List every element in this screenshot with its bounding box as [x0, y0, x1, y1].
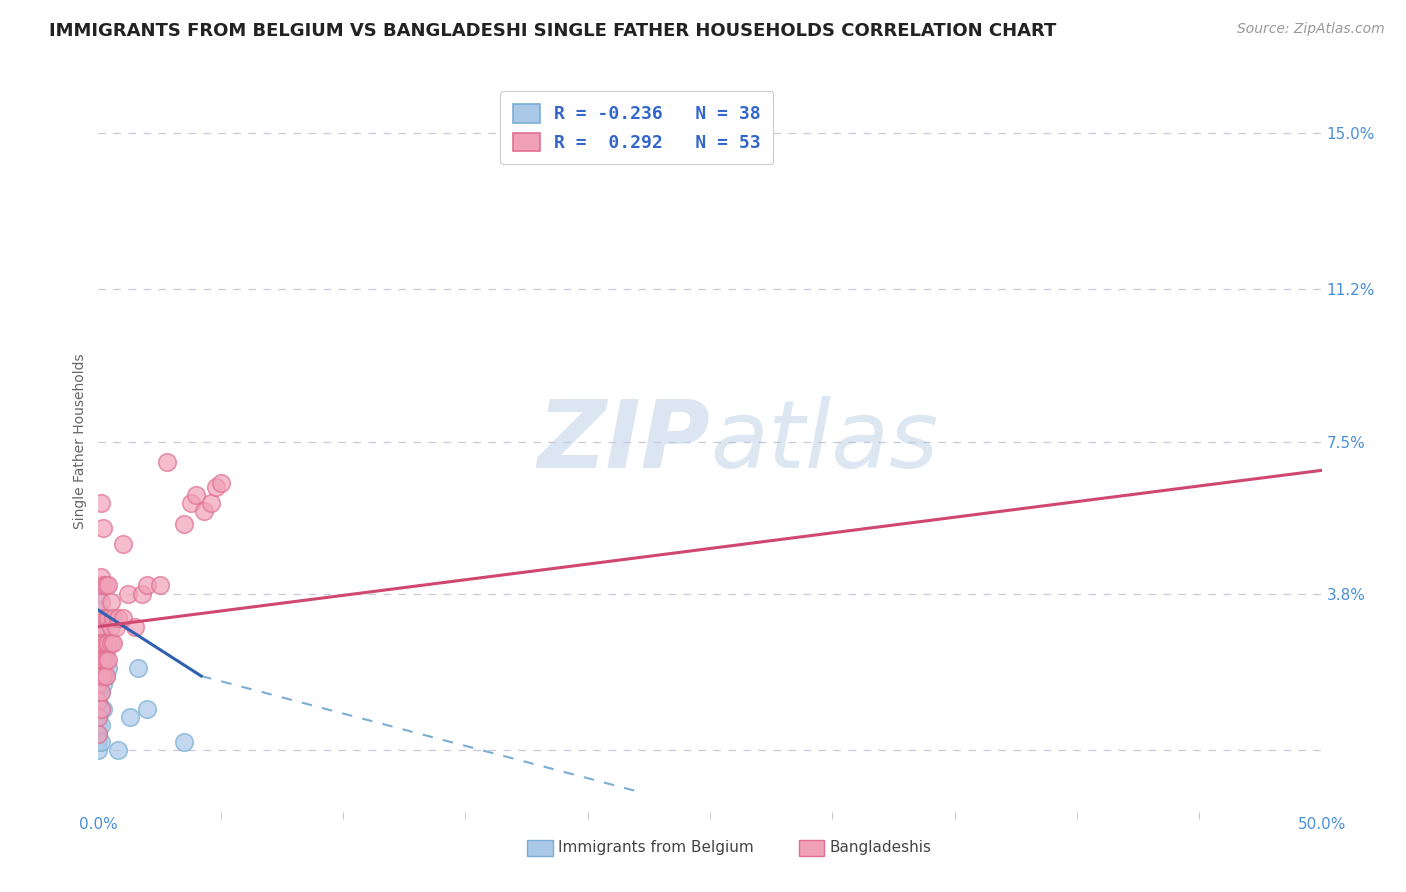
Point: [90, 735, 112, 749]
Point: [90, 620, 112, 634]
Point: [97, 636, 120, 650]
Y-axis label: Single Father Households: Single Father Households: [73, 354, 87, 529]
Point: [180, 496, 202, 510]
Point: [94, 636, 117, 650]
Point: [87, 669, 110, 683]
Point: [87, 620, 110, 634]
Point: [87, 603, 110, 617]
Point: [94, 652, 117, 666]
Point: [200, 496, 222, 510]
Point: [87, 694, 110, 708]
Point: [100, 620, 122, 634]
Point: [100, 595, 122, 609]
Text: Source: ZipAtlas.com: Source: ZipAtlas.com: [1237, 22, 1385, 37]
Point: [87, 702, 110, 716]
Point: [117, 587, 139, 601]
Point: [91, 636, 114, 650]
Point: [94, 669, 117, 683]
Point: [101, 611, 124, 625]
Point: [91, 702, 114, 716]
Point: [87, 726, 110, 740]
Point: [91, 652, 114, 666]
Point: [90, 685, 112, 699]
Point: [90, 636, 112, 650]
Point: [100, 636, 122, 650]
Point: [209, 475, 232, 490]
Point: [90, 570, 112, 584]
Point: [173, 735, 195, 749]
Point: [94, 644, 117, 658]
Point: [91, 677, 114, 691]
Point: [90, 702, 112, 716]
Point: [87, 628, 110, 642]
Point: [107, 743, 129, 757]
Point: [97, 652, 120, 666]
Point: [87, 710, 110, 724]
Point: [90, 718, 112, 732]
Point: [87, 718, 110, 732]
Point: [90, 652, 112, 666]
Point: [193, 504, 215, 518]
Point: [94, 669, 117, 683]
Point: [87, 587, 110, 601]
Legend: R = -0.236   N = 38, R =  0.292   N = 53: R = -0.236 N = 38, R = 0.292 N = 53: [501, 92, 773, 164]
Point: [136, 702, 159, 716]
Point: [87, 677, 110, 691]
Point: [127, 661, 149, 675]
Point: [87, 677, 110, 691]
Text: ZIP: ZIP: [537, 395, 710, 488]
Point: [91, 628, 114, 642]
Point: [87, 636, 110, 650]
Point: [90, 669, 112, 683]
Point: [97, 611, 120, 625]
Point: [87, 628, 110, 642]
Point: [97, 578, 120, 592]
Point: [90, 620, 112, 634]
Point: [107, 611, 129, 625]
Point: [173, 516, 195, 531]
Point: [120, 710, 142, 724]
Point: [90, 652, 112, 666]
Point: [90, 685, 112, 699]
Text: IMMIGRANTS FROM BELGIUM VS BANGLADESHI SINGLE FATHER HOUSEHOLDS CORRELATION CHAR: IMMIGRANTS FROM BELGIUM VS BANGLADESHI S…: [49, 22, 1056, 40]
Point: [87, 726, 110, 740]
Point: [87, 644, 110, 658]
Point: [90, 496, 112, 510]
Point: [101, 636, 124, 650]
Point: [87, 661, 110, 675]
Point: [94, 611, 117, 625]
Point: [91, 652, 114, 666]
Point: [124, 620, 146, 634]
Point: [91, 578, 114, 592]
Point: [94, 578, 117, 592]
Text: atlas: atlas: [710, 396, 938, 487]
Point: [90, 595, 112, 609]
Point: [87, 694, 110, 708]
Point: [87, 644, 110, 658]
Point: [104, 620, 127, 634]
Point: [87, 652, 110, 666]
Point: [87, 710, 110, 724]
Point: [87, 743, 110, 757]
Point: [111, 611, 134, 625]
Point: [149, 578, 172, 592]
Point: [205, 480, 228, 494]
Text: Immigrants from Belgium: Immigrants from Belgium: [558, 840, 754, 855]
Point: [87, 685, 110, 699]
Point: [87, 735, 110, 749]
Point: [90, 636, 112, 650]
Text: Bangladeshis: Bangladeshis: [830, 840, 932, 855]
Point: [97, 661, 120, 675]
Point: [90, 702, 112, 716]
Point: [111, 537, 134, 551]
Point: [131, 587, 153, 601]
Point: [87, 661, 110, 675]
Point: [91, 611, 114, 625]
Point: [90, 669, 112, 683]
Point: [91, 521, 114, 535]
Point: [156, 455, 179, 469]
Point: [136, 578, 159, 592]
Point: [91, 669, 114, 683]
Point: [186, 488, 208, 502]
